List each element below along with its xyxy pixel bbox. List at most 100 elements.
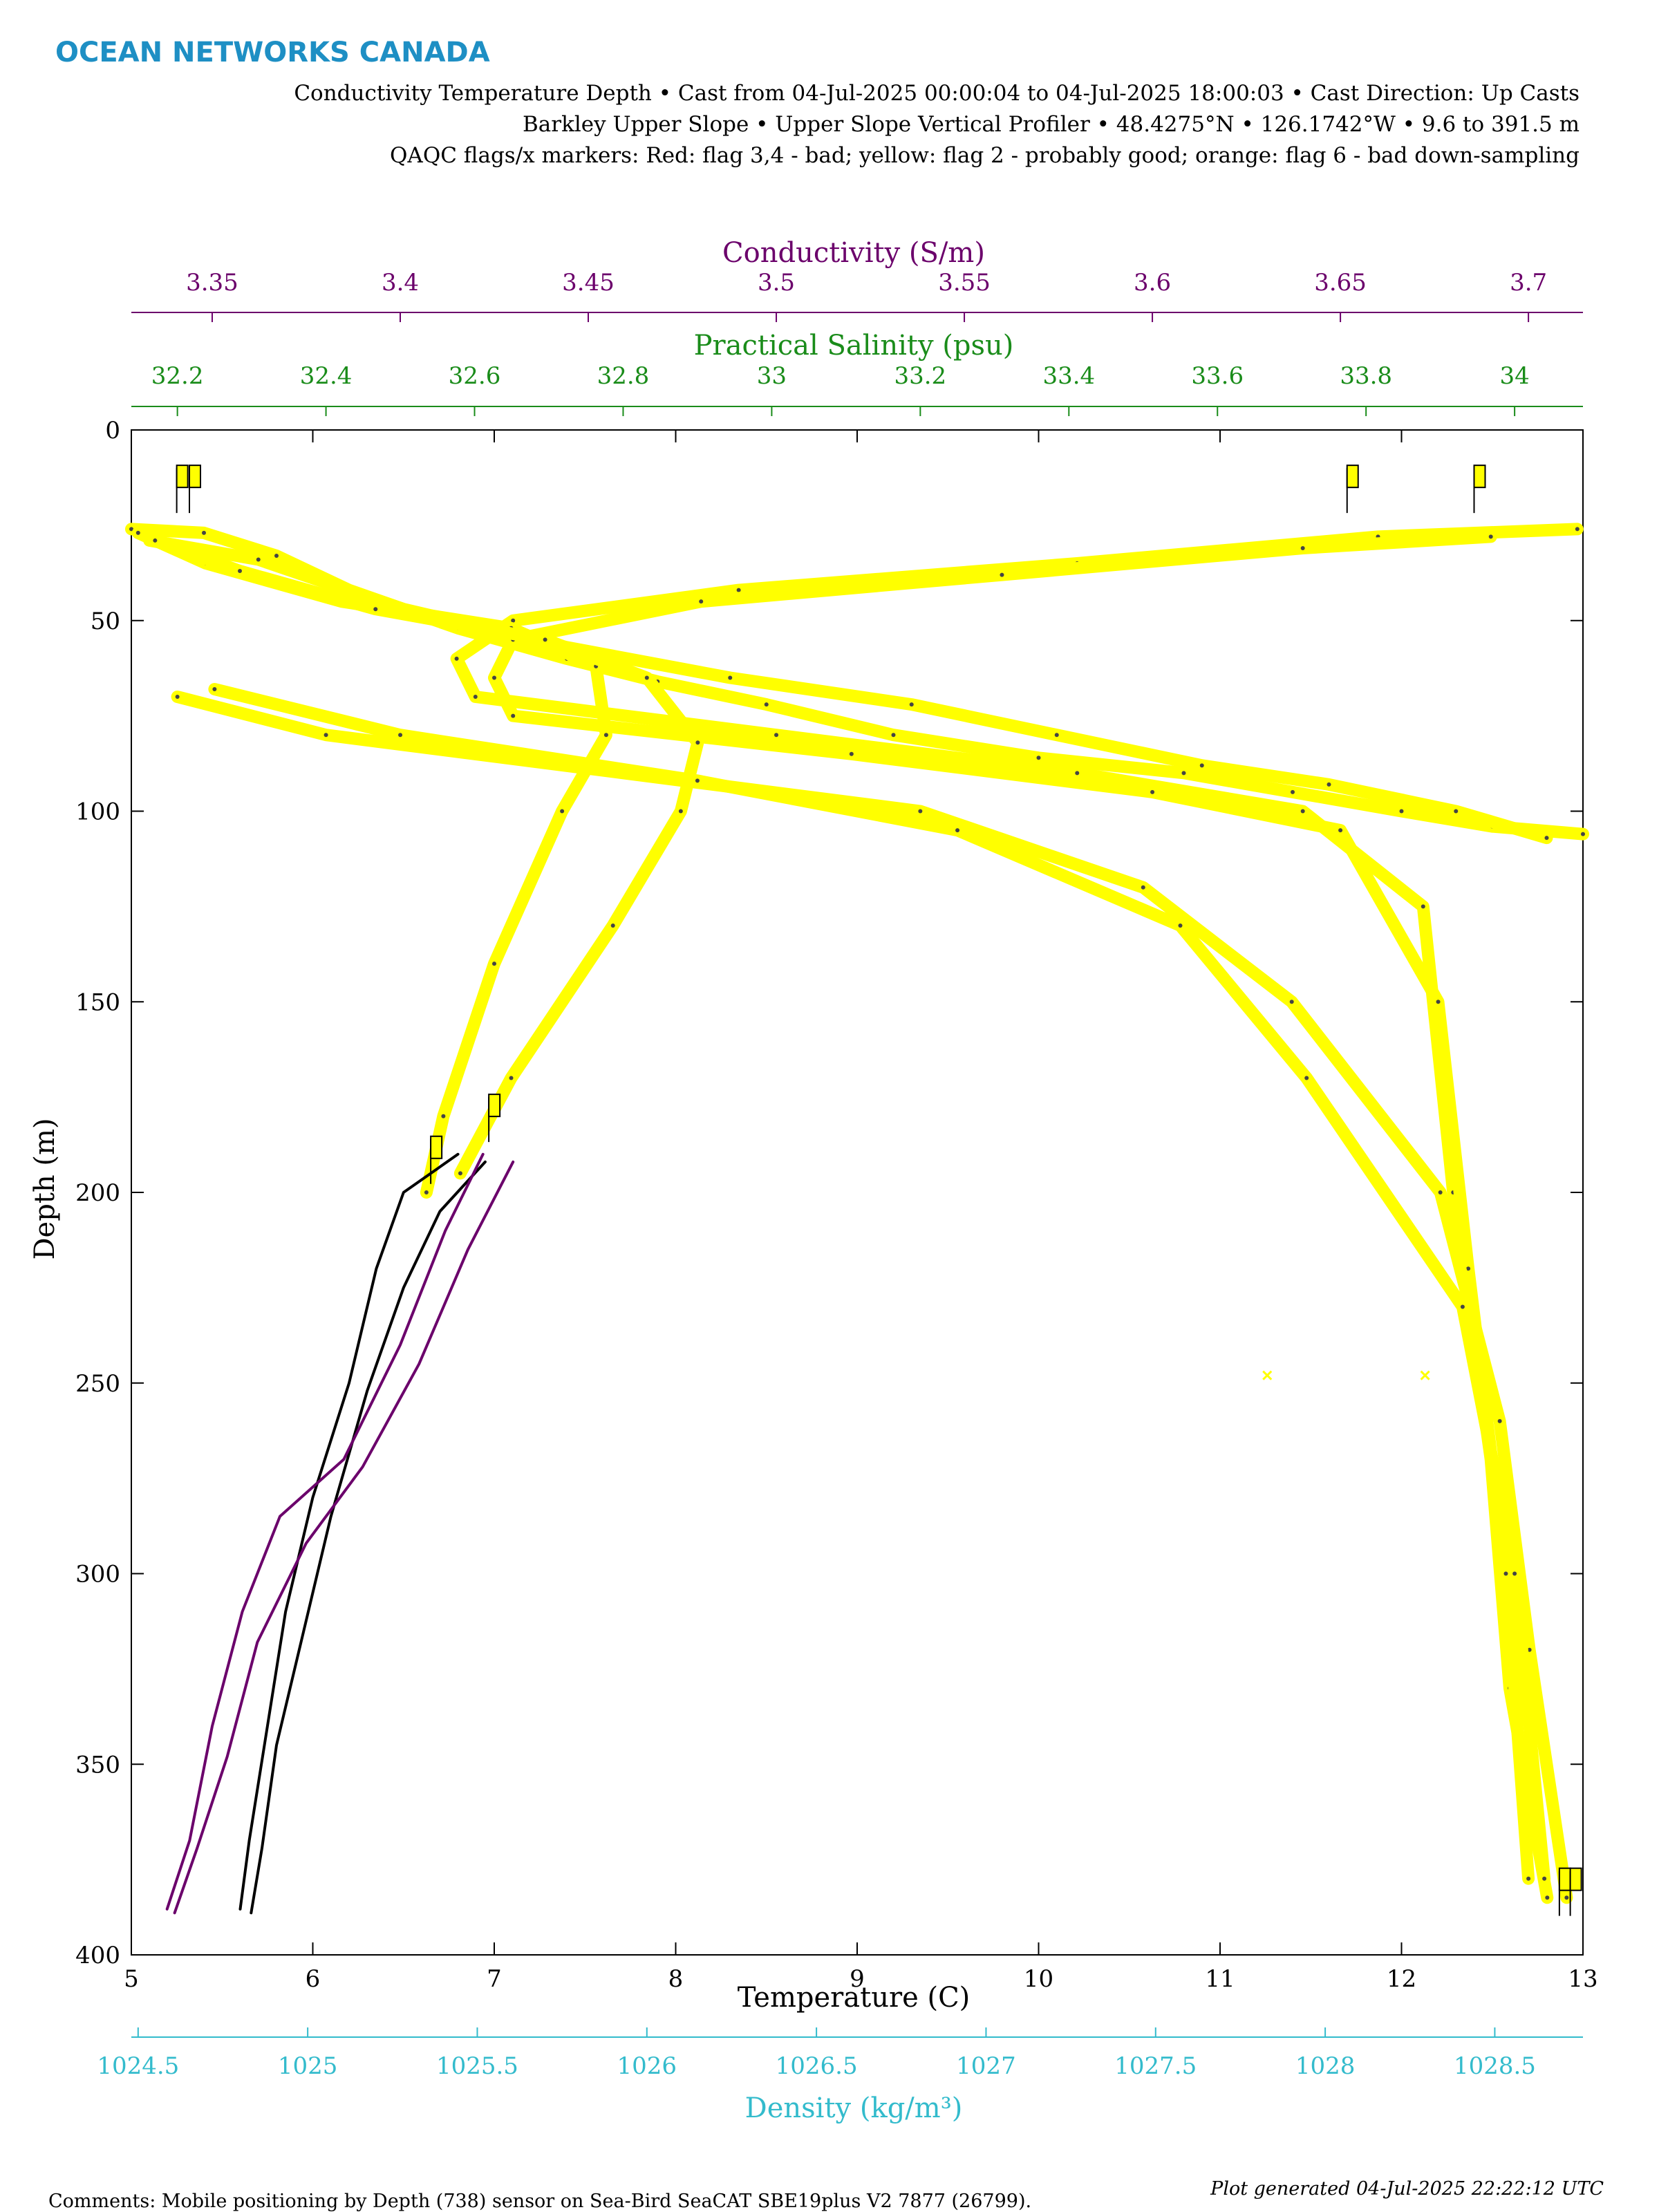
flag-marker-box	[176, 465, 189, 489]
conductivity-data-point	[454, 656, 459, 661]
salinity-data-point	[695, 778, 700, 783]
plot-frame	[131, 429, 1584, 1956]
chart-title-line-3: QAQC flags/x markers: Red: flag 3,4 - ba…	[390, 143, 1580, 168]
footer-generated: Plot generated 04-Jul-2025 22:22:12 UTC	[1210, 2178, 1604, 2200]
density-data-point	[441, 1114, 446, 1118]
salinity-data-point	[1460, 1304, 1465, 1309]
temperature-tick-label: 6	[306, 1965, 321, 1993]
temperature-tick-label: 7	[487, 1965, 502, 1993]
salinity-data-point	[398, 733, 403, 738]
conductivity-cast-line	[488, 530, 1535, 1885]
chart-title-line-1: Conductivity Temperature Depth • Cast fr…	[294, 81, 1580, 106]
conductivity-data-point	[1545, 1895, 1550, 1900]
temperature-data-point	[909, 702, 914, 707]
temperature-data-point	[1054, 733, 1059, 738]
conductivity-cast-line	[173, 1160, 515, 1915]
depth-tick-label: 0	[105, 417, 120, 444]
salinity-data-point	[1512, 1571, 1517, 1576]
salinity-data-point	[324, 733, 328, 738]
conductivity-data-point	[1338, 828, 1343, 833]
density-data-point	[543, 637, 547, 642]
depth-axis-label: Depth (m)	[29, 1118, 61, 1259]
salinity-cast-line	[171, 691, 1573, 1904]
temperature-data-point	[1291, 789, 1295, 794]
isolated-x-marker	[1420, 1370, 1430, 1380]
isolated-x-marker	[1262, 1370, 1273, 1380]
flag-marker-layer	[176, 465, 1582, 1916]
conductivity-data-point	[1421, 904, 1425, 909]
conductivity-data-point	[1575, 527, 1580, 532]
density-data-point	[153, 538, 158, 543]
salinity-tick-label: 32.8	[597, 362, 650, 390]
conductivity-tick-label: 3.4	[382, 269, 419, 297]
salinity-tick-label: 33.8	[1340, 362, 1392, 390]
temperature-data-point	[1181, 771, 1186, 776]
depth-tick-label: 250	[75, 1370, 120, 1398]
density-tick-label: 1028	[1295, 2052, 1356, 2080]
temperature-data-point	[274, 553, 279, 558]
depth-tick-label: 50	[91, 608, 120, 635]
salinity-tick-label: 33	[757, 362, 787, 390]
flag-marker-box	[1569, 1867, 1582, 1891]
temperature-cast-line	[250, 1160, 487, 1915]
conductivity-data-point	[1075, 771, 1080, 776]
density-data-point	[238, 569, 243, 574]
salinity-cast-line	[208, 683, 1551, 1885]
temperature-data-point	[1199, 763, 1204, 768]
salinity-data-point	[212, 687, 217, 692]
chart-title-line-2: Barkley Upper Slope • Upper Slope Vertic…	[523, 112, 1580, 137]
salinity-tick-label: 32.4	[300, 362, 353, 390]
conductivity-data-point	[1503, 1571, 1508, 1576]
salinity-data-point	[1141, 885, 1145, 890]
flag-marker-box	[189, 465, 201, 489]
temperature-data-point	[764, 702, 769, 707]
depth-tick-label: 400	[75, 1942, 120, 1969]
conductivity-tick-label: 3.55	[938, 269, 991, 297]
salinity-data-point	[955, 828, 960, 833]
conductivity-data-point	[473, 695, 478, 700]
conductivity-tick-label: 3.65	[1314, 269, 1367, 297]
temperature-tick-label: 11	[1205, 1965, 1235, 1993]
temperature-data-point	[1454, 809, 1459, 814]
salinity-tick-label: 34	[1499, 362, 1529, 390]
density-tick-label: 1027.5	[1114, 2052, 1197, 2080]
density-tick-label: 1028.5	[1454, 2052, 1536, 2080]
conductivity-data-point	[774, 733, 779, 738]
density-tick-label: 1024.5	[97, 2052, 179, 2080]
conductivity-data-point	[511, 713, 516, 718]
depth-tick-label: 350	[75, 1751, 120, 1779]
flag-marker-box	[1473, 465, 1486, 489]
density-data-point	[424, 1190, 429, 1194]
conductivity-data-point	[1436, 1000, 1441, 1004]
conductivity-data-point	[511, 618, 516, 623]
conductivity-tick-label: 3.45	[562, 269, 615, 297]
temperature-tick-label: 8	[668, 1965, 684, 1993]
conductivity-data-point	[1000, 572, 1004, 577]
depth-tick-label: 300	[75, 1561, 120, 1588]
temperature-data-point	[1581, 832, 1585, 836]
density-tick-label: 1025.5	[436, 2052, 518, 2080]
density-data-point	[373, 607, 378, 612]
flag-marker-box	[430, 1135, 443, 1159]
density-data-point	[492, 962, 496, 966]
temperature-tick-label: 5	[124, 1965, 139, 1993]
conductivity-data-point	[736, 588, 741, 592]
salinity-data-point	[1527, 1647, 1532, 1652]
conductivity-cast-line	[165, 1152, 485, 1911]
flag-marker-box	[488, 1094, 501, 1118]
temperature-data-point	[1036, 756, 1041, 760]
conductivity-data-point	[699, 599, 704, 604]
temperature-data-point	[1327, 782, 1331, 787]
density-tick-label: 1026.5	[776, 2052, 858, 2080]
temperature-data-point	[256, 557, 261, 562]
conductivity-axis-label: Conductivity (S/m)	[722, 237, 985, 269]
density-cast-line	[149, 534, 704, 1180]
density-tick-label: 1025	[278, 2052, 338, 2080]
temperature-data-point	[1399, 809, 1404, 814]
data-layer	[125, 523, 1589, 1915]
salinity-data-point	[1178, 923, 1183, 928]
salinity-data-point	[175, 695, 180, 700]
temperature-data-point	[891, 733, 896, 738]
